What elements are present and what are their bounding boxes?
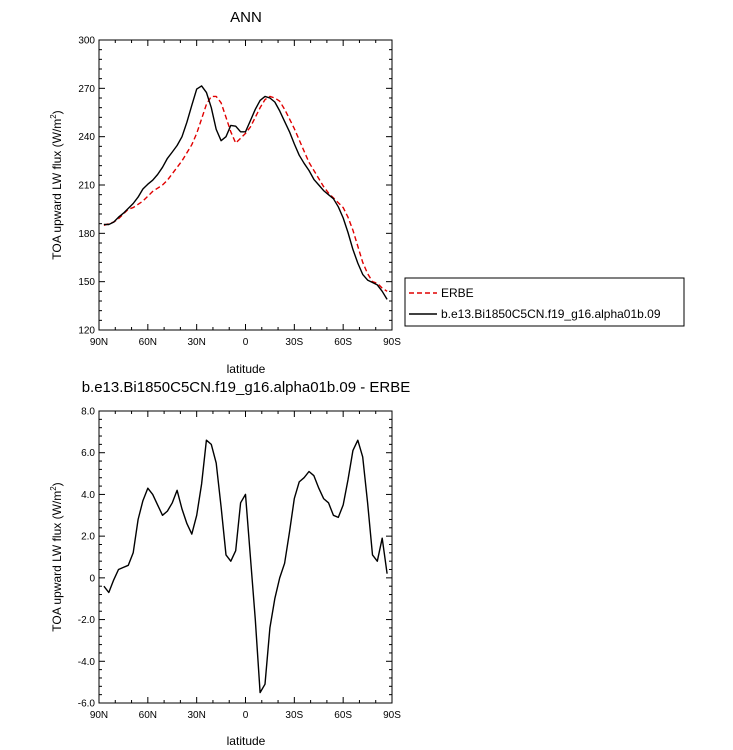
bottom-x-axis-label: latitude	[227, 734, 266, 748]
top-chart-title: ANN	[230, 9, 262, 26]
bottom-y-tick-label: 8.0	[81, 407, 95, 418]
top-x-tick-label: 30S	[285, 337, 303, 348]
legend-label-model: b.e13.Bi1850C5CN.f19_g16.alpha01b.09	[441, 307, 661, 321]
top-x-axis-label: latitude	[227, 362, 266, 376]
bottom-x-tick-label: 0	[243, 710, 249, 721]
top-x-tick-label: 60S	[334, 337, 352, 348]
bottom-x-tick-label: 30S	[285, 710, 303, 721]
top-x-tick-label: 0	[243, 337, 249, 348]
top-x-tick-label: 30N	[187, 337, 205, 348]
top-panel: ANN 90N 60N 30N 0 30S 60S 90S 120 150 180 210 240 27…	[49, 9, 685, 376]
top-ticks: 90N 60N 30N 0 30S 60S 90S 120 150 180 210 240 270 300	[78, 36, 401, 349]
top-x-tick-label: 90N	[90, 337, 108, 348]
bottom-x-tick-label: 60S	[334, 710, 352, 721]
top-y-tick-label: 240	[78, 132, 95, 143]
bottom-y-tick-label: 0	[89, 573, 95, 584]
bottom-x-tick-label: 90S	[383, 710, 401, 721]
top-y-tick-label: 210	[78, 181, 95, 192]
top-series-lines	[103, 85, 388, 300]
bottom-y-axis-label: TOA upward LW flux (W/m2)	[49, 482, 64, 631]
top-x-tick-label: 60N	[139, 337, 157, 348]
bottom-series-line-diff	[103, 439, 388, 694]
bottom-y-tick-label: 6.0	[81, 448, 95, 459]
top-y-tick-label: 120	[78, 326, 95, 337]
bottom-x-tick-label: 90N	[90, 710, 108, 721]
bottom-y-tick-label: -4.0	[78, 657, 96, 668]
top-series-line-b-e13-bi1850c5cn-f19-g16-alpha01b-09	[103, 85, 388, 300]
top-y-tick-label: 150	[78, 277, 95, 288]
legend-label-erbe: ERBE	[441, 286, 474, 300]
legend: ERBE b.e13.Bi1850C5CN.f19_g16.alpha01b.0…	[404, 277, 685, 327]
top-y-tick-label: 180	[78, 229, 95, 240]
bottom-plot-frame	[98, 410, 393, 704]
bottom-y-tick-label: 2.0	[81, 532, 95, 543]
top-y-axis-label: TOA upward LW flux (W/m2)	[49, 110, 64, 259]
bottom-ticks: 90N 60N 30N 0 30S 60S 90S -6.0 -4.0 -2.0 0 2.0 4.0 6.…	[78, 407, 401, 722]
bottom-chart-title: b.e13.Bi1850C5CN.f19_g16.alpha01b.09 - E…	[82, 379, 411, 396]
bottom-y-tick-label: 4.0	[81, 490, 95, 501]
top-series-line-erbe	[103, 95, 388, 292]
bottom-x-tick-label: 30N	[187, 710, 205, 721]
bottom-y-tick-label: -2.0	[78, 615, 96, 626]
bottom-series-lines	[103, 439, 388, 694]
top-x-tick-label: 90S	[383, 337, 401, 348]
bottom-panel: b.e13.Bi1850C5CN.f19_g16.alpha01b.09 - E…	[49, 379, 410, 748]
bottom-y-tick-label: -6.0	[78, 699, 96, 710]
top-y-tick-label: 270	[78, 84, 95, 95]
top-plot-frame	[98, 39, 393, 331]
legend-box	[404, 277, 685, 327]
top-y-tick-label: 300	[78, 36, 95, 47]
bottom-x-tick-label: 60N	[139, 710, 157, 721]
